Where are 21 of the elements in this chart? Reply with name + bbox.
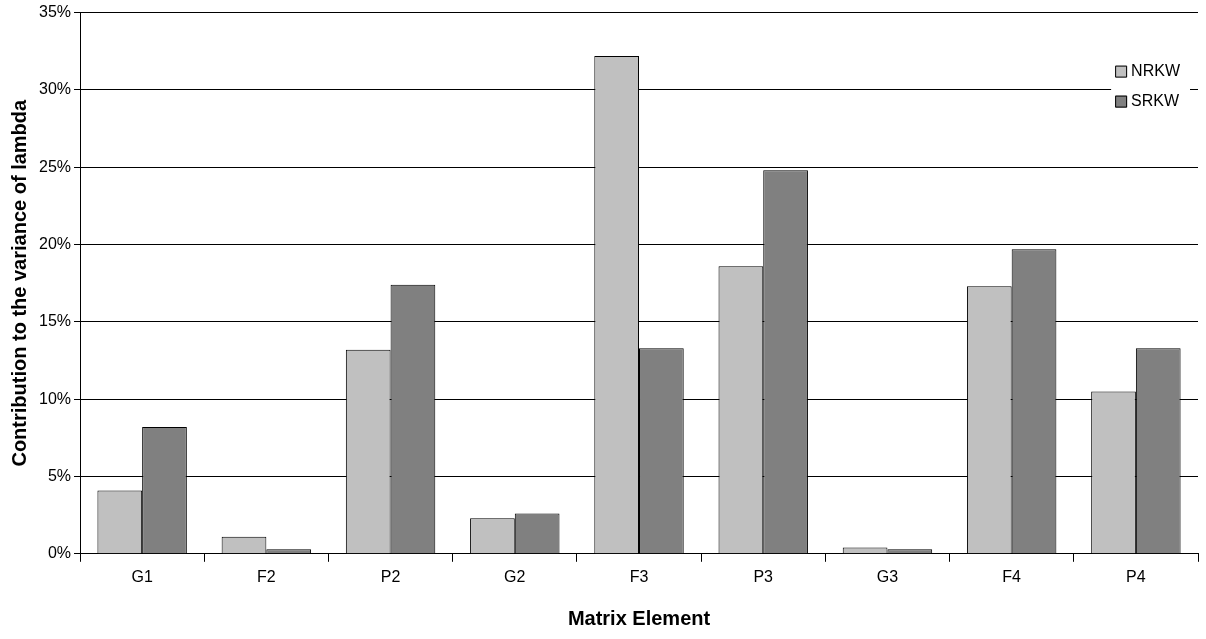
- y-axis-title: Contribution to the variance of lambda: [7, 98, 30, 467]
- y-tick-label: 30%: [38, 80, 72, 98]
- x-tick-label: P3: [753, 567, 774, 585]
- y-tick-label: 0%: [47, 544, 72, 562]
- x-tick-label: P2: [380, 567, 401, 585]
- y-tick-label: 10%: [38, 389, 72, 407]
- x-axis-title: Matrix Element: [567, 606, 711, 629]
- x-tick-label: F3: [629, 567, 649, 585]
- y-tick-label: 5%: [47, 466, 72, 484]
- legend-label: SRKW: [1131, 92, 1181, 110]
- legend-label: NRKW: [1131, 62, 1181, 80]
- x-tick-label: F4: [1002, 567, 1022, 585]
- y-tick-label: 25%: [38, 157, 72, 175]
- y-tick-label: 35%: [38, 3, 72, 21]
- y-tick-label: 15%: [38, 312, 72, 330]
- x-tick-label: P4: [1126, 567, 1146, 585]
- x-tick-label: G2: [504, 567, 526, 585]
- x-tick-label: G1: [131, 567, 153, 585]
- x-tick-label: G3: [876, 567, 899, 585]
- x-tick-label: F2: [257, 567, 276, 585]
- y-tick-label: 20%: [38, 234, 72, 252]
